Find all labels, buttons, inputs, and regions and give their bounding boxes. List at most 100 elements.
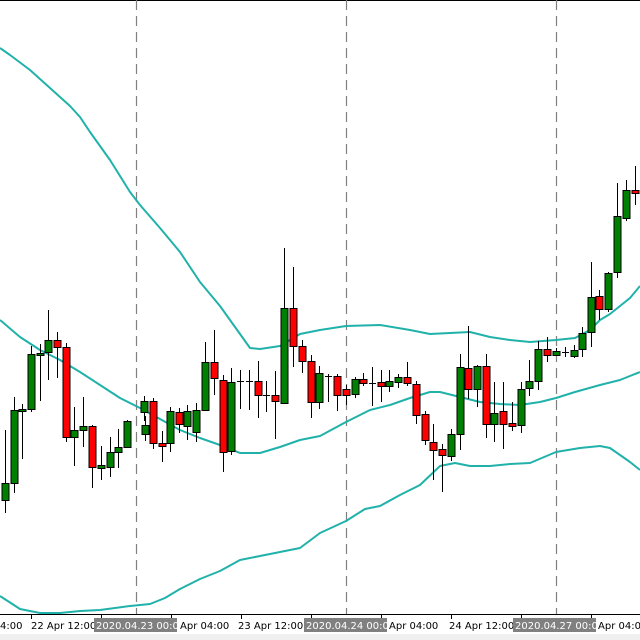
- candle: [175, 408, 184, 433]
- candle: [447, 429, 456, 461]
- candle-body-bull: [587, 297, 596, 333]
- candle: [114, 429, 123, 468]
- candle: [18, 404, 27, 459]
- candle-body-bull: [183, 411, 192, 427]
- candle-body-bull: [44, 340, 53, 353]
- candle: [192, 403, 201, 442]
- candle-body-bear: [307, 361, 316, 403]
- candle: [227, 368, 236, 455]
- candle-body-bear: [421, 414, 430, 441]
- candle: [44, 310, 53, 380]
- candle-body-bull: [473, 366, 482, 390]
- candle-body-bull: [192, 410, 201, 433]
- candle: [97, 446, 106, 480]
- candle-body-bear: [543, 349, 552, 356]
- candle-body-bull: [385, 381, 394, 387]
- candle-body-bull: [106, 452, 115, 468]
- x-axis-label: 4:00: [0, 621, 22, 632]
- bollinger-bands: [0, 47, 640, 614]
- candle-body-bear: [210, 362, 219, 379]
- candle: [88, 425, 97, 488]
- candle-body-bull: [27, 354, 36, 410]
- candle: [70, 407, 79, 466]
- bollinger-middle-band: [0, 319, 640, 454]
- candle-body-bull: [534, 349, 543, 382]
- candle: [604, 272, 613, 312]
- bollinger-lower-band: [0, 445, 640, 614]
- candle: [482, 354, 491, 438]
- candle: [525, 360, 534, 396]
- candle-body-bull: [114, 447, 123, 453]
- x-axis-label: Apr 04:00: [389, 621, 438, 632]
- candle-body-bull: [604, 273, 613, 310]
- x-axis-label: 24 Apr 12:00: [449, 621, 514, 632]
- candle-body-bear: [298, 346, 307, 362]
- candle: [490, 382, 499, 442]
- candle-body-bull: [1, 483, 10, 501]
- candle-body-bear: [289, 308, 298, 347]
- candle-body-bear: [464, 368, 473, 390]
- candle-body-bull: [140, 401, 149, 413]
- candle-body-bull: [70, 430, 79, 438]
- candle-body-bull: [10, 410, 19, 484]
- candle: [543, 337, 552, 362]
- candle: [1, 430, 10, 513]
- candle: [10, 397, 19, 493]
- x-axis-label: Apr 04:00: [180, 621, 229, 632]
- candle: [237, 370, 244, 409]
- candle-body-bull: [123, 421, 132, 448]
- candle-body-bear: [333, 376, 342, 396]
- candle-body-bull: [280, 308, 289, 404]
- candle-body-bull: [18, 409, 27, 412]
- candle: [359, 373, 368, 386]
- candle: [36, 344, 45, 401]
- candle-body-bull: [490, 413, 499, 425]
- x-axis-label: 22 Apr 12:00: [31, 621, 96, 632]
- candle: [403, 362, 412, 386]
- candle: [210, 330, 219, 395]
- candle-body-bear: [377, 382, 386, 387]
- candle: [464, 326, 473, 399]
- candle-body-bull: [315, 373, 324, 403]
- candle: [499, 382, 508, 449]
- candle-body-bear: [499, 411, 508, 425]
- candle: [613, 183, 622, 278]
- candle: [394, 374, 403, 388]
- candle: [412, 381, 421, 424]
- candle-body-bull: [79, 426, 88, 431]
- candle-body-bear: [271, 395, 280, 402]
- candle: [429, 424, 438, 480]
- x-axis-label-highlight: [94, 618, 177, 632]
- candle-body-bull: [447, 434, 456, 457]
- candle: [298, 340, 307, 373]
- bollinger-upper-band: [0, 47, 640, 350]
- candle: [183, 405, 192, 440]
- candle-body-bear: [175, 412, 184, 425]
- x-axis-label: 2020.04.23 00:00: [96, 621, 185, 632]
- candle-body-bear: [149, 401, 158, 444]
- candle-body-bear: [595, 296, 604, 310]
- candle: [508, 402, 517, 431]
- candle: [254, 361, 263, 418]
- candle-body-bear: [438, 449, 447, 456]
- candle: [562, 347, 569, 357]
- candle-body-bear: [88, 426, 97, 468]
- x-axis-label-highlight: [304, 618, 387, 632]
- candle: [271, 371, 280, 439]
- candle: [263, 381, 270, 412]
- candle-body-bear: [631, 190, 640, 194]
- candle: [307, 355, 316, 418]
- day-separators: [135, 0, 558, 614]
- candle: [342, 385, 351, 405]
- candle: [473, 365, 482, 407]
- candle-body-bull: [525, 381, 534, 389]
- candle-body-bear: [219, 380, 228, 453]
- candle: [517, 382, 526, 433]
- candle-body-bear: [429, 442, 438, 451]
- candle: [385, 370, 394, 392]
- candle: [53, 332, 62, 378]
- candle: [587, 262, 596, 347]
